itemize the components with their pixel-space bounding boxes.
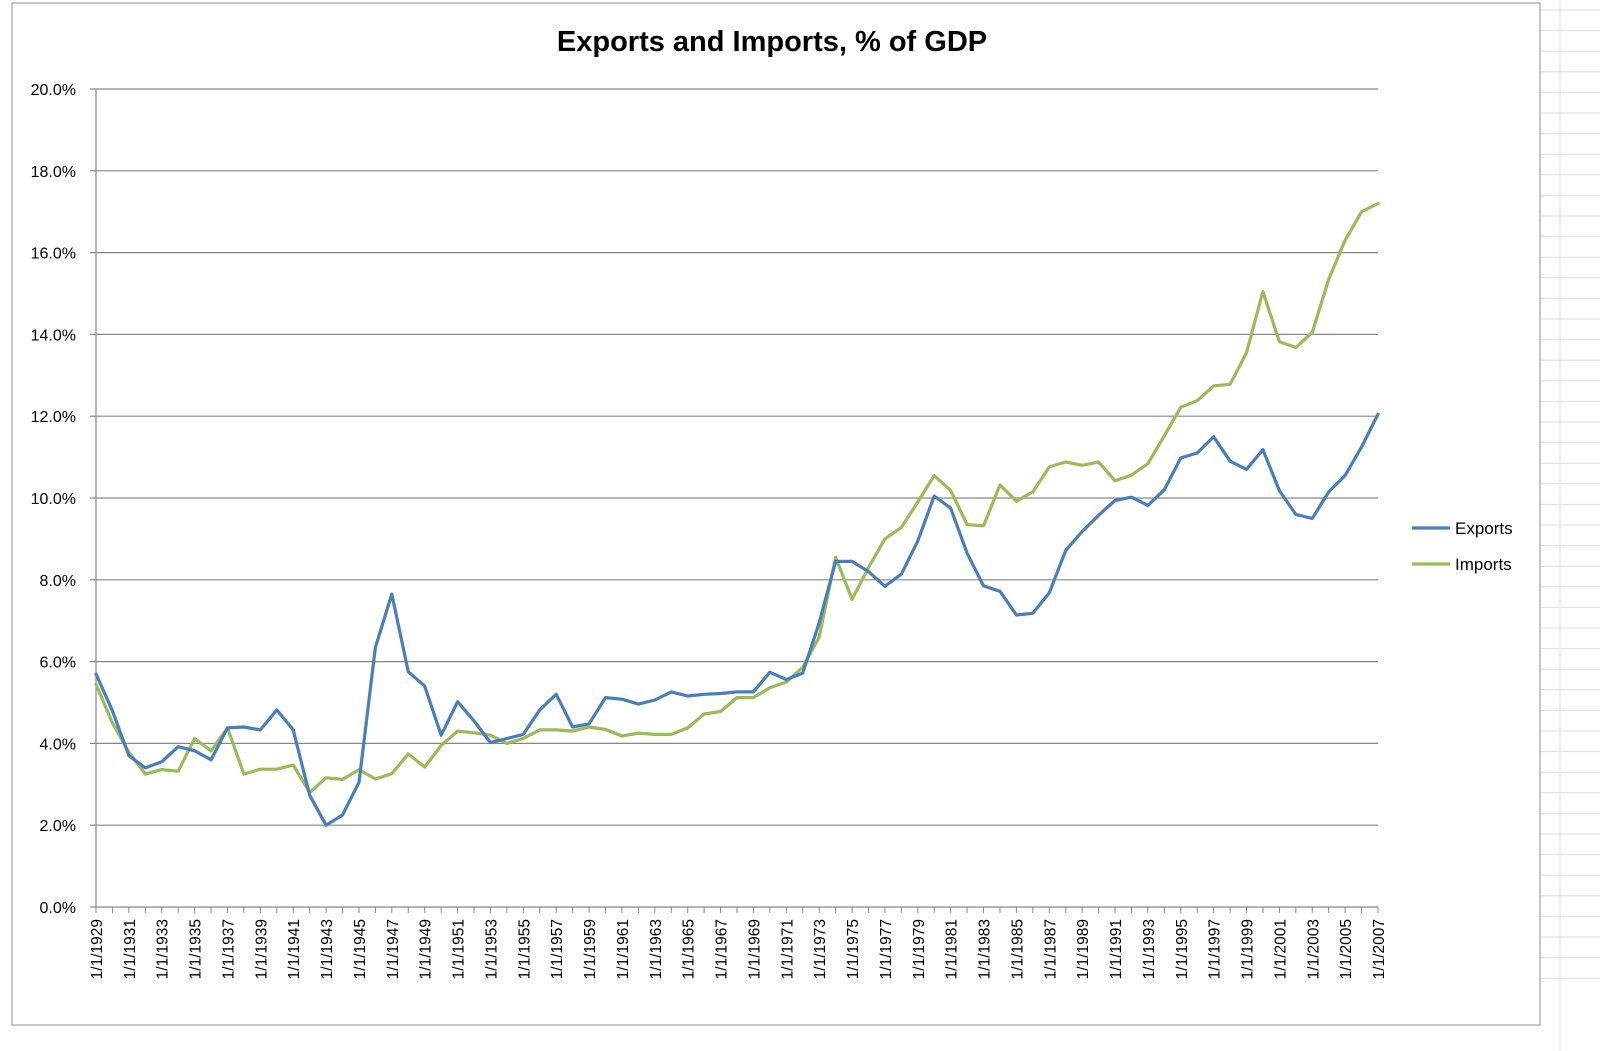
x-tick-label: 1/1/1977 [878,919,895,979]
x-tick-label: 1/1/1941 [286,919,303,979]
x-tick-label: 1/1/1991 [1108,919,1125,979]
x-tick-label: 1/1/1971 [779,919,796,979]
x-tick-label: 1/1/1943 [319,919,336,979]
x-tick-label: 1/1/1989 [1075,919,1092,979]
x-tick-label: 1/1/1979 [911,919,928,979]
x-tick-label: 1/1/1967 [714,919,731,979]
x-tick-label: 1/1/1995 [1174,919,1191,979]
x-tick-label: 1/1/1935 [188,919,205,979]
x-tick-label: 1/1/1973 [812,919,829,979]
y-tick-label: 20.0% [31,82,76,99]
x-tick-label: 1/1/1987 [1042,919,1059,979]
x-tick-label: 1/1/1983 [977,919,994,979]
legend: Exports Imports [1412,519,1513,574]
y-tick-label: 2.0% [40,818,76,835]
chart-title: Exports and Imports, % of GDP [557,26,987,58]
x-tick-label: 1/1/2001 [1272,919,1289,979]
x-tick-label: 1/1/1999 [1240,919,1257,979]
x-tick-label: 1/1/1981 [944,919,961,979]
series-line-exports [94,412,1380,827]
chart-area-border [11,2,1541,1026]
gridlines [96,88,1378,826]
legend-label-exports: Exports [1455,519,1513,538]
x-tick-label: 1/1/1961 [615,919,632,979]
y-tick-label: 4.0% [40,736,76,753]
x-tick-label: 1/1/2007 [1371,919,1388,979]
x-tick-label: 1/1/1959 [582,919,599,979]
x-tick-label: 1/1/1931 [122,919,139,979]
x-tick-label: 1/1/2005 [1338,919,1355,979]
y-axis: 0.0% 2.0% 4.0% 6.0% 8.0% 10.0% 12.0% 14.0% 16.0%… [31,82,97,917]
x-tick-label: 1/1/1993 [1141,919,1158,979]
x-tick-label: 1/1/1947 [385,919,402,979]
y-tick-label: 18.0% [31,164,76,181]
x-axis: 1/1/1929 1/1/1931 1/1/1933 1/1/1935 1/1/1937… [89,906,1388,979]
x-tick-label: 1/1/1953 [483,919,500,979]
y-tick-label: 16.0% [31,246,76,263]
plot-series [94,201,1380,827]
x-tick-label: 1/1/1945 [352,919,369,979]
x-tick-label: 1/1/1937 [220,919,237,979]
x-tick-label: 1/1/1963 [648,919,665,979]
spreadsheet-background [1541,0,1600,1051]
legend-label-imports: Imports [1455,555,1512,574]
x-tick-label: 1/1/1951 [451,919,468,979]
y-tick-label: 14.0% [31,327,76,344]
x-tick-label: 1/1/1949 [418,919,435,979]
y-tick-label: 6.0% [40,655,76,672]
x-tick-label: 1/1/1955 [516,919,533,979]
x-tick-label: 1/1/1929 [89,919,106,979]
x-tick-label: 1/1/1997 [1207,919,1224,979]
y-tick-label: 0.0% [40,900,76,917]
x-tick-label: 1/1/1969 [746,919,763,979]
x-tick-label: 1/1/1957 [549,919,566,979]
x-tick-label: 1/1/1939 [253,919,270,979]
x-tick-label: 1/1/1985 [1009,919,1026,979]
y-tick-label: 8.0% [40,573,76,590]
x-tick-label: 1/1/2003 [1305,919,1322,979]
x-tick-label: 1/1/1965 [681,919,698,979]
x-tick-label: 1/1/1975 [845,919,862,979]
x-tick-label: 1/1/1933 [155,919,172,979]
y-tick-label: 12.0% [31,409,76,426]
y-tick-label: 10.0% [31,491,76,508]
